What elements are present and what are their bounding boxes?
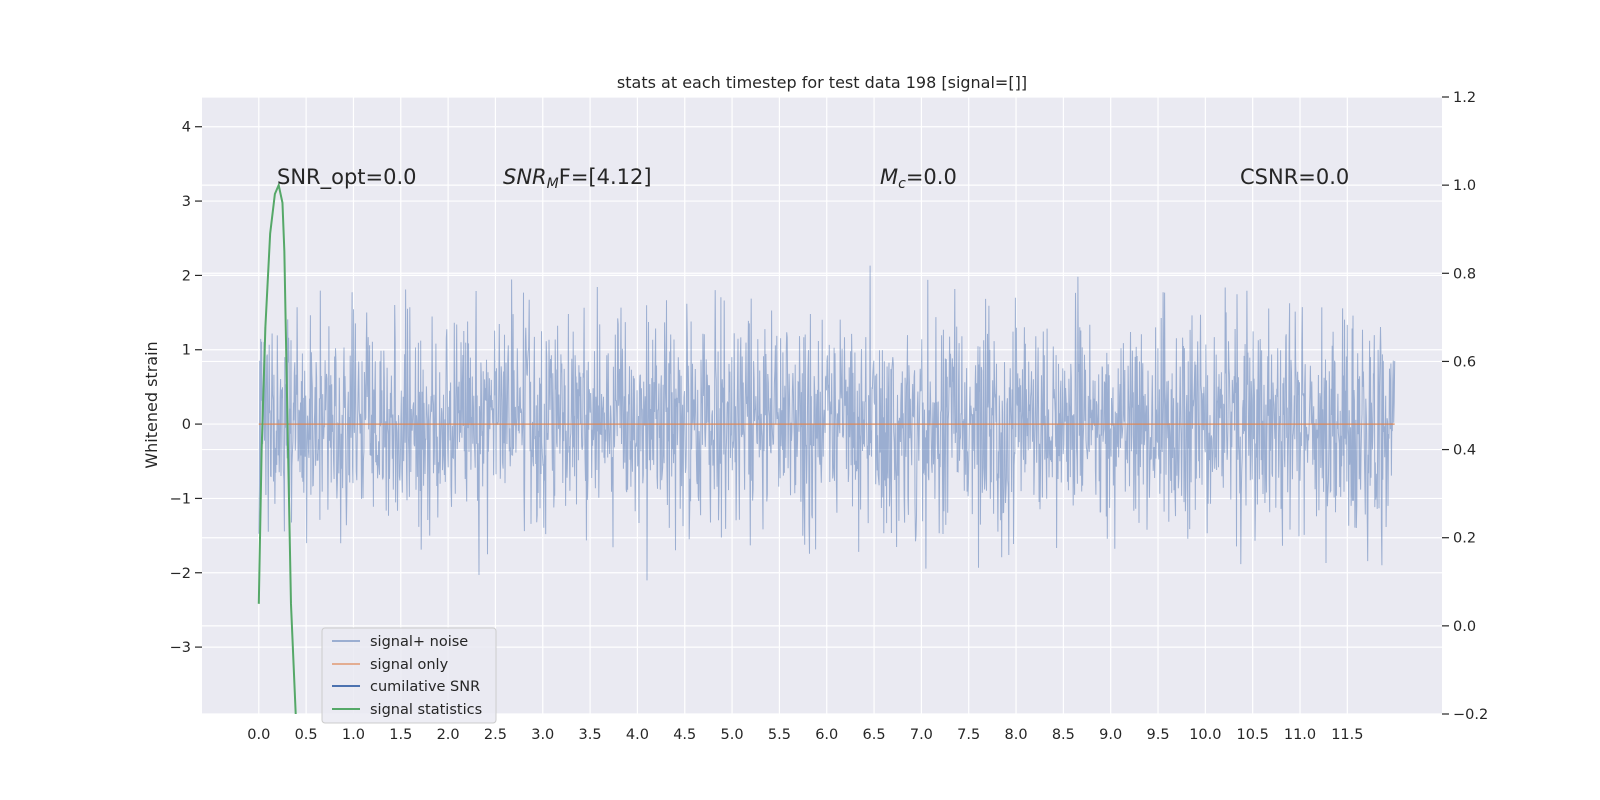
y2-tick-label: 1.2 — [1453, 90, 1476, 106]
y-tick-label: 1 — [182, 343, 191, 359]
axes: 0.0 0.5 1.0 1.5 2.0 2.5 3.0 3.5 4.0 4.5 5.0 5.5 6.0 6… — [170, 90, 1489, 743]
x-tick-label: 11.0 — [1284, 727, 1316, 743]
legend: signal+ noise signal only cumilative SNR… — [321, 627, 497, 724]
annotation-mc-rest: =0.0 — [906, 165, 957, 189]
x-tick-label: 10.0 — [1189, 727, 1221, 743]
x-tick-label: 4.5 — [673, 727, 696, 743]
y2-tick-label: 0.4 — [1453, 443, 1476, 459]
x-tick-label: 7.5 — [957, 727, 980, 743]
y-tick-label: −1 — [170, 491, 191, 507]
annotation-mc: Mc=0.0 — [880, 165, 957, 192]
line-series — [257, 181, 1395, 714]
annotation-snr-mf-rest: F=[4.12] — [559, 165, 652, 189]
annotation-snr-mf-sub: M — [547, 176, 559, 192]
annotation-csnr: CSNR=0.0 — [1240, 165, 1349, 189]
x-tick-label: 10.5 — [1237, 727, 1269, 743]
x-tick-label: 6.5 — [863, 727, 886, 743]
y-tick-label: 2 — [182, 268, 191, 284]
x-tick-label: 6.0 — [815, 727, 838, 743]
x-tick-label: 3.0 — [531, 727, 554, 743]
x-tick-label: 2.0 — [437, 727, 460, 743]
x-tick-label: 7.0 — [910, 727, 933, 743]
y-tick-label: 0 — [182, 417, 191, 433]
y2-tick-label: 0.2 — [1453, 531, 1476, 547]
annotation-mc-var: M — [880, 165, 898, 189]
x-tick-label: 9.5 — [1146, 727, 1169, 743]
y-tick-label: 3 — [182, 194, 191, 210]
x-tick-label: 8.5 — [1052, 727, 1075, 743]
series-signal-statistics — [257, 181, 297, 714]
x-tick-label: 0.5 — [295, 727, 318, 743]
x-tick-label: 4.0 — [626, 727, 649, 743]
chart-title: stats at each timestep for test data 198… — [617, 73, 1027, 92]
x-tick-label: 5.0 — [721, 727, 744, 743]
y-axis-label: Whitened strain — [142, 341, 161, 468]
y2-tick-label: −0.2 — [1453, 707, 1488, 723]
annotation-snr-mf: SNRMF=[4.12] — [503, 165, 652, 192]
y-tick-label: 4 — [182, 120, 191, 136]
y2-tick-label: 0.0 — [1453, 619, 1476, 635]
x-tick-label: 9.0 — [1099, 727, 1122, 743]
legend-box — [321, 627, 497, 724]
x-tick-label: 1.5 — [389, 727, 412, 743]
x-tick-label: 1.0 — [342, 727, 365, 743]
x-tick-label: 5.5 — [768, 727, 791, 743]
x-tick-label: 3.5 — [579, 727, 602, 743]
legend-label-cumulative-snr: cumilative SNR — [370, 679, 480, 695]
y2-tick-label: 1.0 — [1453, 178, 1476, 194]
y-tick-label: −3 — [170, 640, 191, 656]
annotation-snr-opt: SNR_opt=0.0 — [277, 165, 417, 190]
x-tick-label: 11.5 — [1331, 727, 1363, 743]
legend-label-signal-statistics: signal statistics — [370, 702, 482, 718]
x-tick-label: 8.0 — [1005, 727, 1028, 743]
legend-label-signal-only: signal only — [370, 657, 449, 673]
noise-series — [258, 265, 1396, 581]
annotation-mc-sub: c — [898, 176, 906, 192]
legend-label-signal-noise: signal+ noise — [370, 634, 468, 650]
y-tick-label: −2 — [170, 566, 191, 582]
series-signal-noise — [258, 265, 1396, 581]
y2-tick-label: 0.8 — [1453, 266, 1476, 282]
x-tick-label: 0.0 — [247, 727, 270, 743]
y2-tick-label: 0.6 — [1453, 354, 1476, 370]
annotation-snr-mf-var: SNR — [503, 165, 547, 189]
x-tick-label: 2.5 — [484, 727, 507, 743]
